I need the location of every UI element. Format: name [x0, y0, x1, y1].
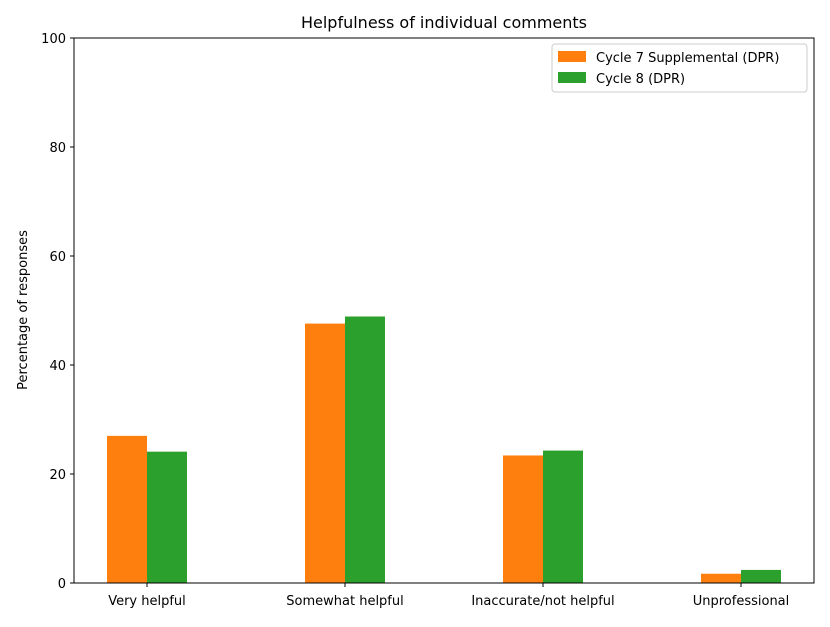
bar-series-2-very-helpful — [147, 451, 187, 583]
bar-series-1-somewhat-helpful — [305, 323, 345, 583]
y-axis-label: Percentage of responses — [16, 230, 31, 390]
y-tick-label: 40 — [49, 359, 66, 374]
legend: Cycle 7 Supplemental (DPR) Cycle 8 (DPR) — [551, 43, 808, 93]
bar-series-2-unprofessional — [741, 569, 781, 583]
legend-box — [551, 43, 808, 93]
axes-layer: 0 20 40 60 80 100 Very helpful Somewhat helpful… — [41, 32, 815, 609]
y-tick-label: 100 — [41, 32, 66, 47]
legend-label-1: Cycle 7 Supplemental (DPR) — [596, 51, 779, 66]
legend-label-2: Cycle 8 (DPR) — [596, 72, 685, 87]
bars-layer — [107, 316, 781, 583]
y-tick-label: 80 — [49, 141, 66, 156]
bar-series-2-inaccurate-not-helpful — [543, 450, 583, 583]
x-tick-label: Inaccurate/not helpful — [471, 594, 614, 609]
x-tick-label: Unprofessional — [693, 594, 790, 609]
bar-series-1-unprofessional — [701, 573, 741, 583]
x-tick-label: Somewhat helpful — [286, 594, 403, 609]
plot-frame — [73, 37, 815, 584]
bar-series-1-very-helpful — [107, 435, 147, 583]
bar-series-2-somewhat-helpful — [345, 316, 385, 583]
legend-swatch-2 — [558, 72, 586, 83]
y-tick-label: 0 — [58, 577, 66, 592]
x-tick-label: Very helpful — [108, 594, 186, 609]
y-tick-label: 20 — [49, 468, 66, 483]
legend-swatch-1 — [558, 51, 586, 62]
chart-title: Helpfulness of individual comments — [301, 13, 587, 32]
bar-series-1-inaccurate-not-helpful — [503, 455, 543, 583]
y-tick-label: 60 — [49, 250, 66, 265]
